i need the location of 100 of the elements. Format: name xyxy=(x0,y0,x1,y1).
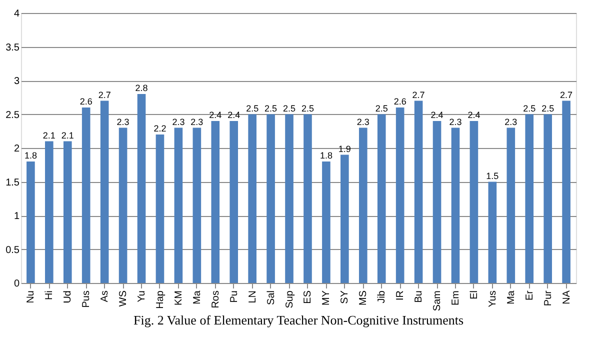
x-tick-label: Er xyxy=(524,290,536,300)
bar xyxy=(211,121,220,283)
data-label: 2.8 xyxy=(135,83,148,93)
bar xyxy=(230,121,238,283)
bar xyxy=(192,128,202,283)
data-label: 2.6 xyxy=(80,96,92,106)
bar xyxy=(544,114,552,283)
x-tick-label: Bu xyxy=(414,290,425,303)
y-tick-label: 0.5 xyxy=(6,244,20,256)
data-label: 2.4 xyxy=(430,110,444,120)
x-tick-label: Ud xyxy=(62,290,74,304)
bar xyxy=(451,128,460,283)
data-label: 2.7 xyxy=(98,90,111,100)
x-tick-label: Yus xyxy=(487,290,498,308)
x-tick-label: IR xyxy=(395,290,406,300)
x-tick-label: Pu xyxy=(228,290,240,303)
data-label: 2.3 xyxy=(356,116,370,127)
data-label: 2.5 xyxy=(283,103,296,114)
bar xyxy=(45,141,54,283)
bar xyxy=(174,128,183,283)
x-tick-label: Ma xyxy=(192,290,203,304)
data-label: 2.5 xyxy=(375,103,388,114)
data-label: 2.1 xyxy=(61,130,74,140)
y-tick-label: 2 xyxy=(14,144,20,154)
bar xyxy=(285,114,294,283)
bar xyxy=(100,100,109,283)
data-label: 1.8 xyxy=(24,150,37,160)
x-tick-label: LN xyxy=(247,290,258,304)
x-tick-label: MS xyxy=(358,290,370,306)
y-tick-label: 2.5 xyxy=(6,110,20,121)
x-tick-label: Hi xyxy=(44,290,56,300)
y-tick-label: 4 xyxy=(14,8,20,20)
bar xyxy=(304,114,312,283)
data-label: 2.3 xyxy=(504,116,518,127)
data-label: 2.2 xyxy=(154,124,166,134)
data-label: 2.5 xyxy=(523,103,536,114)
x-tick-label: KM xyxy=(173,290,184,306)
data-label: 2.5 xyxy=(264,103,278,114)
x-tick-label: Ma xyxy=(506,290,517,304)
data-label: 2.5 xyxy=(542,103,554,114)
x-tick-label: As xyxy=(100,290,111,302)
data-label: 2.7 xyxy=(560,90,573,100)
data-label: 2.5 xyxy=(246,103,259,114)
x-tick-label: Pur xyxy=(542,290,554,306)
bar xyxy=(118,128,128,283)
data-label: 2.3 xyxy=(190,116,204,127)
bar xyxy=(156,134,164,283)
bar xyxy=(248,114,256,283)
data-label: 2.4 xyxy=(228,110,240,120)
bar xyxy=(525,114,534,283)
data-label: 2.3 xyxy=(449,116,462,127)
bar xyxy=(358,128,368,283)
x-tick-label: MY xyxy=(321,290,332,306)
data-label: 2.3 xyxy=(116,116,130,127)
x-tick-label: Pus xyxy=(81,290,92,308)
bar xyxy=(377,114,386,283)
y-tick-label: 1 xyxy=(14,211,20,222)
bar xyxy=(340,154,349,283)
x-tick-label: Ros xyxy=(210,290,222,308)
y-tick-label: 0 xyxy=(14,278,20,290)
bar xyxy=(470,121,478,283)
x-tick-label: WS xyxy=(118,290,130,307)
y-tick-label: 3.5 xyxy=(6,42,20,54)
bar xyxy=(266,114,275,283)
data-label: 1.5 xyxy=(486,170,499,181)
data-label: 2.4 xyxy=(468,110,480,120)
x-tick-label: Yu xyxy=(136,290,148,302)
x-tick-label: SY xyxy=(340,290,351,304)
x-tick-label: Hap xyxy=(154,290,166,309)
y-tick-label: 3 xyxy=(14,76,20,87)
data-label: 2.3 xyxy=(172,116,185,127)
bar xyxy=(63,141,72,283)
data-label: 2.6 xyxy=(394,96,406,106)
bar xyxy=(432,121,442,283)
x-tick-label: NA xyxy=(561,290,572,304)
text: Fig. 2 Value of Elementary Teacher Non-Cognitive Instruments xyxy=(133,312,464,328)
data-label: 2.1 xyxy=(42,130,56,140)
bar xyxy=(414,100,423,283)
x-tick-label: El xyxy=(468,290,480,300)
x-tick-label: Jib xyxy=(376,290,388,304)
bar xyxy=(396,108,404,283)
x-tick-label: Sup xyxy=(284,290,296,308)
bar xyxy=(562,100,570,283)
y-tick-label: 1.5 xyxy=(6,177,20,188)
x-tick-label: Nu xyxy=(26,290,37,304)
bar xyxy=(506,128,516,283)
x-tick-label: Sam xyxy=(432,290,444,312)
x-tick-label: Sal xyxy=(266,290,277,305)
data-label: 2.7 xyxy=(412,90,425,100)
x-tick-label: Em xyxy=(450,290,462,306)
data-label: 2.4 xyxy=(209,110,222,120)
data-label: 1.8 xyxy=(320,150,332,160)
data-label: 1.9 xyxy=(338,144,351,154)
bar xyxy=(137,94,146,283)
bar xyxy=(488,182,497,283)
bar xyxy=(82,108,90,283)
data-label: 2.5 xyxy=(301,103,314,114)
bar xyxy=(26,162,35,283)
bar xyxy=(322,162,330,283)
x-tick-label: ES xyxy=(302,290,314,304)
